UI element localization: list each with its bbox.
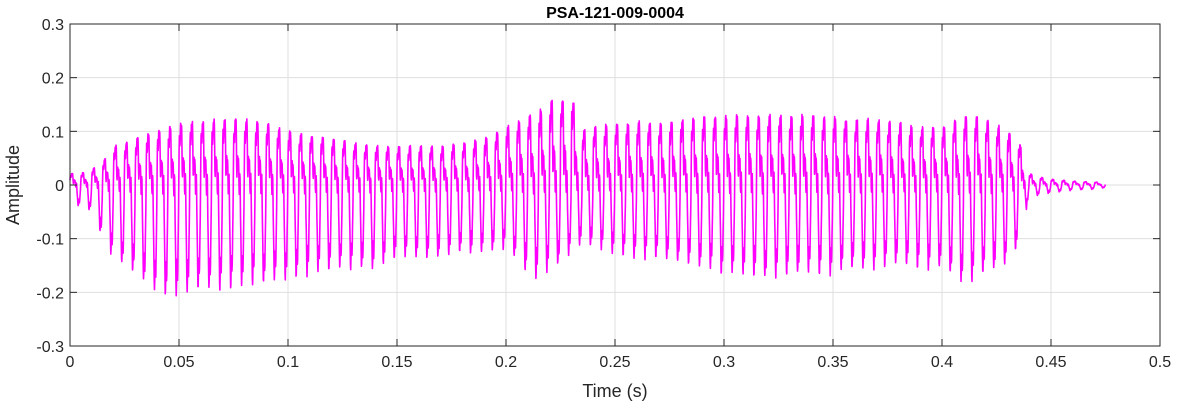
x-tick-label: 0.5 xyxy=(1149,354,1171,371)
y-tick-label: -0.2 xyxy=(36,285,64,302)
x-tick-label: 0.15 xyxy=(381,354,412,371)
y-tick-label: 0.3 xyxy=(42,17,64,34)
x-tick-label: 0.35 xyxy=(817,354,848,371)
x-tick-label: 0.2 xyxy=(495,354,517,371)
x-tick-label: 0.1 xyxy=(277,354,299,371)
chart-title: PSA-121-009-0004 xyxy=(546,5,684,22)
x-tick-label: 0.4 xyxy=(931,354,953,371)
y-axis-label: Amplitude xyxy=(3,145,23,225)
x-tick-label: 0.05 xyxy=(163,354,194,371)
y-tick-label: 0 xyxy=(55,178,64,195)
y-tick-label: -0.3 xyxy=(36,339,64,356)
waveform-series-line xyxy=(69,99,1107,297)
x-tick-label: 0.3 xyxy=(713,354,735,371)
y-tick-label: 0.1 xyxy=(42,124,64,141)
y-tick-label: 0.2 xyxy=(42,71,64,88)
plot-area xyxy=(69,99,1107,297)
x-tick-label: 0.25 xyxy=(599,354,630,371)
x-tick-label: 0 xyxy=(66,354,75,371)
x-axis-label: Time (s) xyxy=(582,381,647,401)
ticks: 0 0.05 0.1 0.15 0.2 0.25 0.3 0.35 0.4 0.45 0.5 -0.3… xyxy=(36,17,1171,371)
y-tick-label: -0.1 xyxy=(36,232,64,249)
x-tick-label: 0.45 xyxy=(1035,354,1066,371)
